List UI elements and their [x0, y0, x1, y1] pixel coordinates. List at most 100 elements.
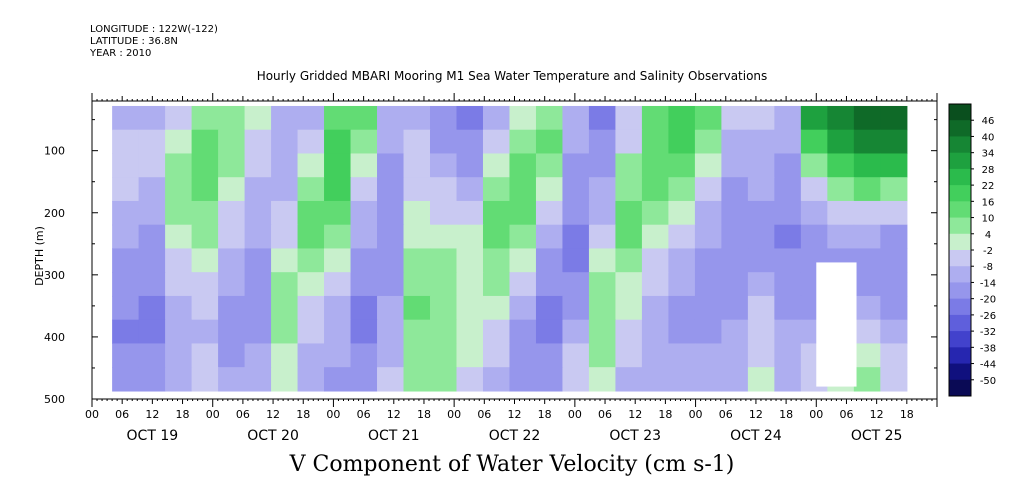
heatmap-cell	[827, 224, 855, 250]
colorbar-swatch	[949, 282, 971, 300]
x-tick-label: 06	[477, 408, 491, 421]
colorbar-swatch	[949, 379, 971, 397]
heatmap-cell	[853, 129, 881, 155]
heatmap-cell	[641, 177, 670, 202]
colorbar-label: 34	[982, 149, 995, 160]
heatmap-cell	[668, 367, 696, 392]
heatmap-cell	[880, 105, 908, 131]
colorbar-swatch	[949, 136, 971, 154]
heatmap-cell	[482, 224, 511, 250]
chart-title: Hourly Gridded MBARI Mooring M1 Sea Wate…	[256, 69, 768, 83]
heatmap-cell	[324, 319, 352, 345]
heatmap-cell	[377, 272, 405, 297]
heatmap-cell	[138, 343, 166, 368]
heatmap-cell	[615, 153, 643, 178]
heatmap-cell	[271, 248, 299, 273]
heatmap-cell	[615, 272, 643, 297]
heatmap-cell	[403, 153, 431, 178]
heatmap-cell	[747, 105, 775, 131]
colorbar-label: 10	[982, 214, 995, 225]
heatmap-cell	[218, 177, 246, 202]
heatmap-cell	[456, 105, 484, 131]
heatmap-cell	[721, 295, 749, 321]
heatmap-cell	[297, 248, 325, 273]
colorbar-label: 46	[982, 116, 995, 127]
heatmap-cell	[191, 343, 219, 368]
heatmap-cell	[456, 153, 484, 178]
heatmap-cell	[641, 153, 670, 178]
heatmap-cell	[191, 295, 219, 321]
heatmap-cell	[297, 224, 325, 250]
heatmap-cell	[456, 295, 484, 321]
heatmap-cell	[509, 153, 537, 178]
colorbar-label: 16	[982, 197, 995, 208]
axes: 100 200 300 400 500 00 06 12 18 00 06 12 18 00 06 12 18 0…	[44, 93, 938, 444]
heatmap-cell	[774, 295, 802, 321]
colorbar-swatch	[949, 266, 971, 283]
heatmap-cell	[615, 105, 643, 131]
colorbar-swatch	[949, 185, 971, 202]
heatmap-cell	[456, 248, 484, 273]
heatmap-cell	[668, 177, 696, 202]
colorbar-label: 4	[985, 230, 991, 241]
heatmap-cell	[191, 129, 219, 155]
heatmap-cell	[774, 153, 802, 178]
heatmap-cell	[509, 224, 537, 250]
heatmap-cell	[297, 200, 325, 226]
heatmap-cell	[403, 129, 431, 155]
heatmap-cell	[244, 272, 272, 297]
heatmap-cell	[880, 129, 908, 155]
heatmap-cell	[562, 295, 590, 321]
heatmap-cell	[615, 295, 643, 321]
heatmap-cell	[112, 105, 140, 131]
heatmap-cell	[377, 248, 405, 273]
heatmap-cell	[694, 319, 722, 345]
heatmap-cell	[138, 153, 166, 178]
heatmap-cell	[350, 295, 378, 321]
colorbar-swatch	[949, 168, 971, 186]
heatmap-cell	[827, 129, 855, 155]
heatmap-cell	[668, 343, 696, 368]
y-tick-label: 500	[44, 393, 65, 406]
heatmap-cell	[641, 272, 670, 297]
heatmap-cell	[694, 177, 722, 202]
heatmap-cell	[615, 200, 643, 226]
heatmap-cell	[588, 295, 617, 321]
heatmap-cell	[350, 105, 378, 131]
heatmap-cell	[138, 248, 166, 273]
heatmap-cell	[535, 343, 564, 368]
heatmap-cell	[668, 153, 696, 178]
heatmap-cell	[138, 295, 166, 321]
heatmap-cell	[324, 153, 352, 178]
heatmap-cell	[165, 105, 193, 131]
x-day-label: OCT 19	[127, 428, 179, 444]
heatmap-cell	[747, 224, 775, 250]
x-tick-label: 18	[296, 408, 310, 421]
y-tick-label: 400	[44, 331, 65, 344]
x-tick-label: 18	[538, 408, 552, 421]
heatmap-cell	[747, 177, 775, 202]
heatmap-cell	[191, 224, 219, 250]
heatmap-cell	[641, 200, 670, 226]
heatmap-cell	[377, 153, 405, 178]
heatmap-cell	[562, 153, 590, 178]
heatmap-cell	[880, 153, 908, 178]
heatmap-cell	[430, 200, 458, 226]
heatmap-cell	[509, 343, 537, 368]
x-day-label: OCT 21	[368, 428, 420, 444]
heatmap-cell	[430, 129, 458, 155]
heatmap-cell	[112, 319, 140, 345]
colorbar-swatch	[949, 152, 971, 170]
heatmap-cell	[721, 177, 749, 202]
heatmap-cell	[138, 105, 166, 131]
missing-data-block	[816, 262, 857, 387]
heatmap-cell	[403, 343, 431, 368]
heatmap-cell	[324, 129, 352, 155]
heatmap-cell	[112, 177, 140, 202]
x-day-label: OCT 25	[851, 428, 903, 444]
heatmap-cell	[588, 105, 617, 131]
x-tick-label: 18	[417, 408, 431, 421]
heatmap-cell	[853, 248, 881, 273]
heatmap-cell	[218, 367, 246, 392]
heatmap-cell	[535, 295, 564, 321]
